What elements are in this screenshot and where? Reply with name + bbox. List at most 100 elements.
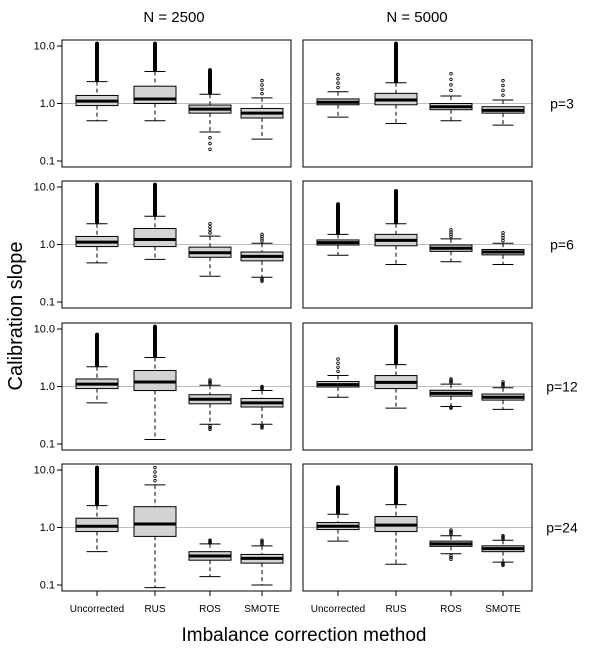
outlier-point: [95, 332, 100, 337]
outlier-point: [336, 369, 340, 374]
box-rus: [374, 41, 418, 124]
box-rus: [133, 465, 177, 589]
outlier-point: [449, 378, 453, 382]
outlier-point: [260, 539, 264, 544]
x-tick-label: Uncorrected: [311, 604, 365, 615]
box-uncorrected: [75, 465, 119, 553]
outlier-point: [449, 406, 453, 410]
y-tick-label: 10.0: [34, 41, 55, 53]
row-label: p=24: [546, 520, 578, 536]
panel-p=6-2: p=6: [302, 180, 574, 309]
outlier-point: [336, 357, 340, 361]
outlier-point: [501, 535, 505, 539]
box-rus: [133, 182, 177, 260]
panel-frame: [302, 39, 533, 168]
box-ros: [429, 228, 473, 263]
x-tick-label: RUS: [144, 604, 165, 615]
box-rus: [374, 189, 418, 265]
outlier-point: [501, 534, 505, 538]
y-tick-label: 1.0: [40, 522, 55, 534]
outlier-point: [260, 83, 264, 87]
outlier-point: [501, 231, 505, 235]
outlier-point: [336, 361, 340, 365]
outlier-point: [501, 381, 505, 386]
outlier-point: [152, 324, 157, 329]
outlier-point: [260, 538, 264, 542]
outlier-point: [208, 228, 212, 232]
y-tick-label: 10.0: [34, 324, 55, 336]
outlier-point: [393, 324, 398, 329]
outlier-point: [208, 538, 212, 542]
outlier-point: [260, 384, 264, 389]
outlier-point: [449, 228, 453, 232]
panel-grid: 0.1 1.0 10.0 p=3 0.1 1.0 10.0 p=6 0.1 1.0 10.0 p=12…: [34, 39, 578, 615]
box-ros: [188, 222, 232, 277]
y-tick-label: 10.0: [34, 465, 55, 477]
outlier-point: [153, 465, 157, 470]
row-label: p=6: [550, 237, 574, 253]
x-axis-label: Imbalance correction method: [181, 625, 426, 646]
box-smote: [481, 534, 525, 568]
box-smote: [481, 78, 525, 126]
box-smote: [240, 232, 284, 283]
outlier-point: [393, 189, 398, 194]
outlier-point: [393, 465, 398, 470]
outlier-point: [153, 474, 157, 478]
panel-p=3-1: 0.1 1.0 10.0: [34, 39, 292, 168]
panel-frame: [302, 322, 533, 451]
box-uncorrected: [75, 182, 119, 264]
box-ros: [429, 528, 473, 561]
outlier-point: [501, 563, 505, 568]
panel-frame: [302, 180, 533, 309]
outlier-point: [336, 77, 340, 81]
y-tick-label: 1.0: [40, 239, 55, 251]
box-ros: [188, 538, 232, 578]
box-ros: [429, 377, 473, 410]
outlier-point: [449, 528, 453, 532]
outlier-point: [449, 377, 453, 381]
outlier-point: [207, 68, 212, 73]
box-iqr: [133, 227, 177, 248]
outlier-point: [208, 378, 212, 382]
outlier-point: [208, 147, 212, 151]
outlier-point: [208, 427, 212, 432]
y-tick-label: 1.0: [40, 98, 55, 110]
x-tick-label: ROS: [440, 604, 462, 615]
outlier-point: [336, 365, 340, 370]
panel-p=24-2: p=24 Uncorrected RUS ROS SMOTE: [302, 463, 578, 615]
box-smote: [481, 231, 525, 265]
box-ros: [188, 68, 232, 151]
outlier-point: [449, 557, 453, 561]
row-label: p=12: [546, 379, 578, 395]
outlier-point: [153, 470, 157, 474]
box-uncorrected: [75, 41, 119, 122]
box-rus: [133, 41, 177, 122]
outlier-point: [335, 202, 340, 207]
outlier-point: [501, 78, 505, 83]
box-uncorrected: [316, 485, 360, 542]
box-rus: [133, 324, 177, 440]
outlier-point: [449, 553, 453, 558]
outlier-point: [336, 81, 340, 85]
outlier-point: [501, 93, 505, 97]
outlier-point: [449, 71, 453, 76]
x-tick-label: Uncorrected: [70, 604, 124, 615]
outlier-point: [260, 232, 264, 237]
box-ros: [429, 71, 473, 122]
y-tick-label: 0.1: [40, 580, 55, 592]
y-tick-label: 0.1: [40, 297, 55, 309]
outlier-point: [208, 424, 212, 428]
box-iqr: [133, 85, 177, 104]
outlier-point: [335, 485, 340, 490]
panel-p=12-2: p=12: [302, 322, 578, 451]
outlier-point: [260, 425, 264, 429]
row-label: p=3: [550, 96, 574, 112]
outlier-point: [260, 78, 264, 83]
outlier-point: [208, 231, 212, 235]
column-title-1: N = 2500: [143, 9, 204, 26]
x-tick-label: SMOTE: [244, 604, 280, 615]
box-uncorrected: [316, 202, 360, 256]
box-uncorrected: [316, 72, 360, 118]
outlier-point: [501, 380, 505, 384]
